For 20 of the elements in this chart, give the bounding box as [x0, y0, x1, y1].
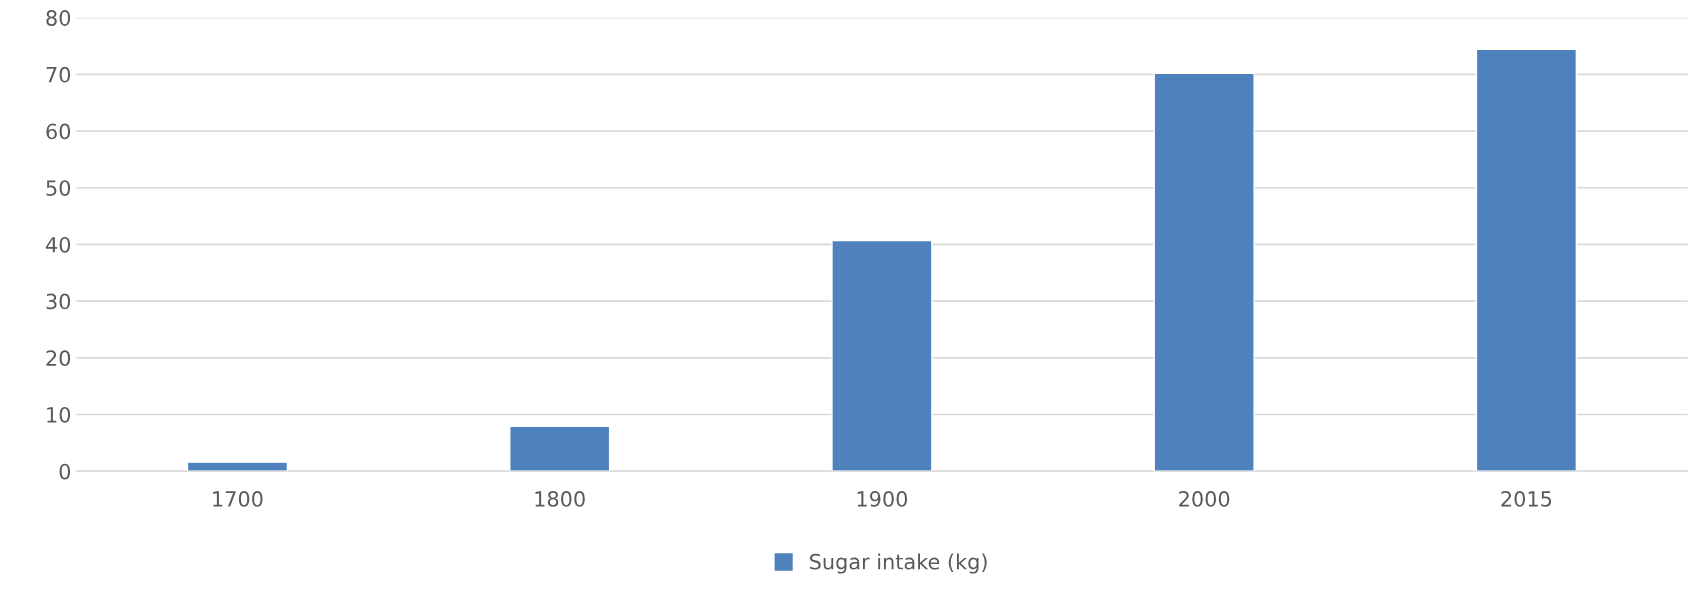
y-tick-label: 80: [46, 10, 71, 26]
bar: [1475, 48, 1578, 472]
y-tick-label: 50: [46, 180, 71, 196]
y-tick-label: 20: [46, 350, 71, 367]
y-tick-label: 60: [46, 123, 71, 140]
x-tick-label: 1900: [857, 491, 908, 507]
x-tick-label: 1800: [535, 491, 585, 507]
x-tick-label: 2000: [1179, 491, 1230, 507]
y-tick-label: 0: [59, 463, 71, 480]
y-tick-label: 40: [45, 236, 71, 253]
x-tick-label: 1700: [213, 491, 263, 507]
x-tick-label: 2015: [1501, 491, 1552, 507]
bar: [831, 239, 933, 472]
legend-label: Sugar intake (kg): [810, 553, 987, 574]
bar: [1153, 72, 1255, 472]
bar: [186, 461, 289, 472]
y-tick-label: 30: [46, 293, 71, 310]
y-tick-label: 10: [47, 406, 71, 423]
y-tick-label: 70: [46, 66, 71, 83]
bar: [509, 425, 611, 472]
